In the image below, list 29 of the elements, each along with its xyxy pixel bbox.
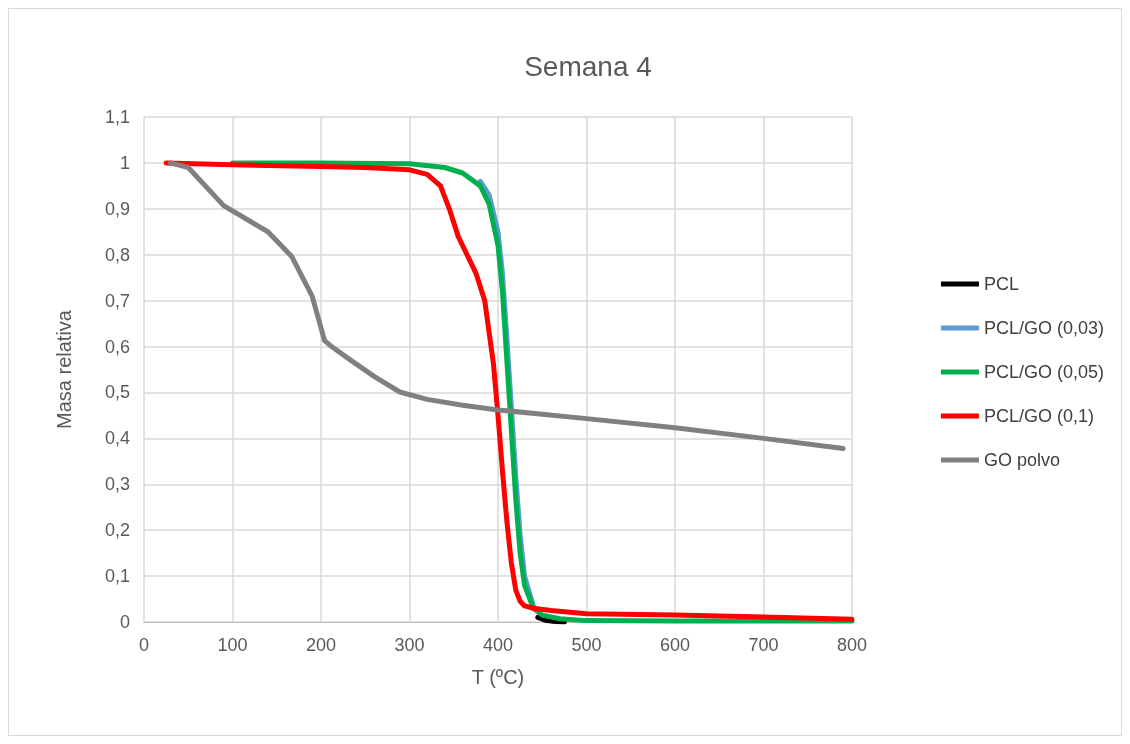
y-tick-label: 1,1 (104, 107, 130, 127)
y-tick-label: 0,5 (104, 382, 130, 403)
y-tick-label: 0,6 (104, 336, 130, 357)
y-tick-label: 0,3 (104, 474, 130, 495)
legend-label: PCL/GO (0,1) (983, 406, 1094, 426)
x-tick-label: 500 (571, 635, 602, 655)
legend-label: PCL (983, 274, 1019, 294)
x-tick-label: 300 (394, 635, 425, 655)
chart-title: Semana 4 (524, 50, 652, 82)
x-tick-label: 400 (482, 635, 514, 655)
y-tick-label: 0,9 (104, 198, 130, 219)
x-tick-label: 100 (217, 635, 248, 655)
x-tick-label: 200 (305, 635, 337, 655)
y-tick-label: 0,2 (104, 520, 130, 541)
legend-label: PCL/GO (0,03) (983, 318, 1105, 338)
y-tick-label: 0,1 (104, 566, 130, 587)
y-tick-label: 0,7 (104, 290, 130, 311)
legend-label: GO polvo (983, 450, 1061, 470)
y-axis-title: Masa relativa (53, 309, 75, 429)
y-tick-label: 1 (119, 152, 130, 173)
y-tick-label: 0 (119, 612, 130, 632)
x-tick-label: 0 (138, 635, 150, 655)
x-axis-title: T (ºC) (471, 666, 525, 688)
x-tick-label: 600 (659, 635, 691, 655)
x-tick-label: 700 (748, 635, 779, 655)
x-tick-label: 800 (836, 635, 868, 655)
y-tick-label: 0,4 (104, 428, 130, 449)
y-tick-label: 0,8 (104, 244, 130, 265)
legend-label: PCL/GO (0,05) (983, 362, 1105, 382)
